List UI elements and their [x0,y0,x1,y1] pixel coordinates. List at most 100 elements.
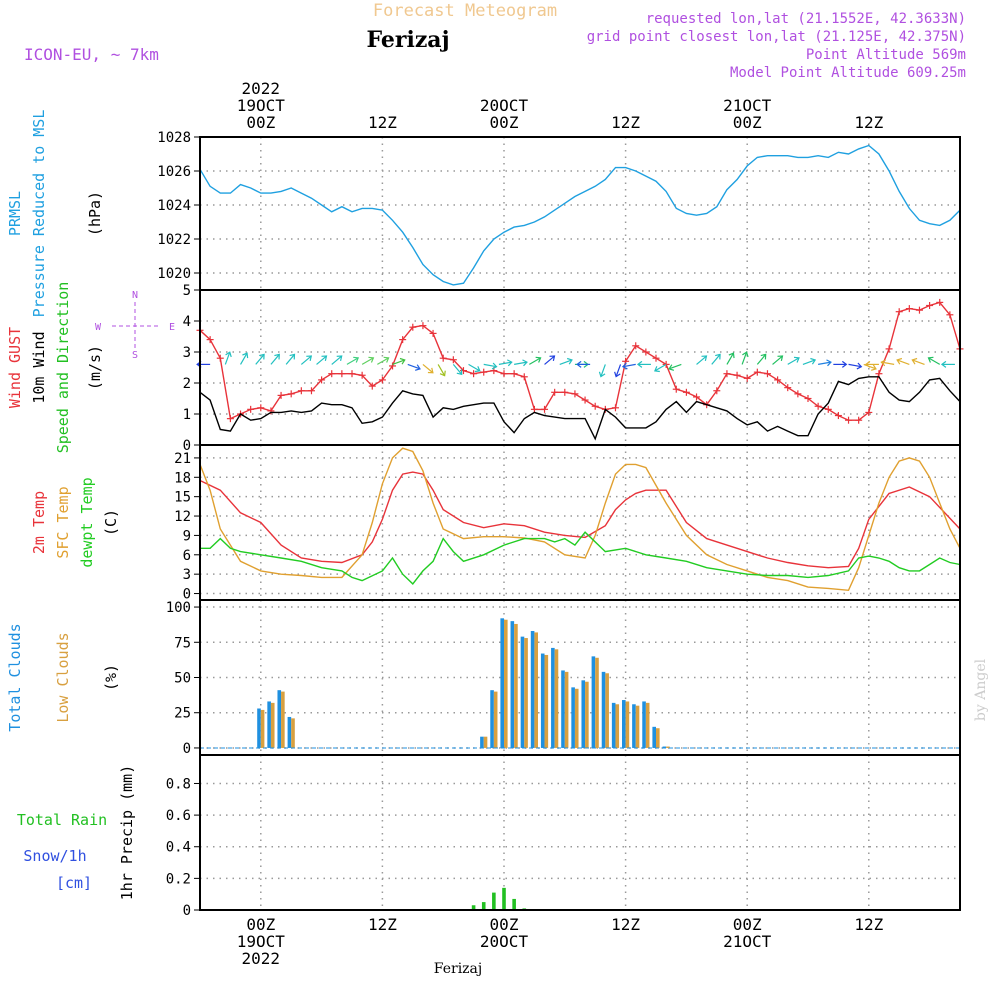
arrow-shaft [802,359,816,365]
data-point-gust [845,416,853,424]
y-axis-label: (hPa) [86,191,104,236]
arrow-head [715,353,721,360]
data-point-gust [389,362,397,370]
bar-low-clouds [595,657,599,748]
data-point-gust [328,370,336,378]
bar-total-clouds [277,690,282,748]
y-axis-label: 2m Temp [30,491,48,554]
panel-frame-wind [199,289,961,446]
bar-low-clouds [605,673,609,748]
data-point-gust [318,376,326,384]
y-tick-label: 12 [174,509,191,525]
bar-total-clouds [520,636,525,748]
data-point-gust [277,391,285,399]
data-point-gust [804,395,812,402]
wind-direction-arrow [598,364,606,378]
compass-n: N [132,290,138,301]
bar-low-clouds [291,718,295,748]
y-axis-label: dewpt Temp [78,477,96,567]
data-point-gust [581,396,589,404]
grid-layer [200,136,960,911]
arrow-shaft [600,364,606,377]
watermark: by Angel [973,658,989,721]
data-point-gust [571,390,579,398]
wind-direction-arrow [285,353,296,365]
data-point-gust [480,368,488,376]
y-tick-label: 5 [183,283,191,299]
data-point-gust [449,356,457,364]
precip-legend-label: Snow/1h [23,847,86,865]
wind-direction-arrow [864,360,879,368]
data-point-gust [713,387,721,395]
arrow-shaft [437,364,446,376]
arrow-shaft [468,363,481,372]
arrow-head [668,364,675,371]
wind-direction-arrow [240,352,249,365]
y-tick-label: 3 [183,567,191,583]
data-point-gust [226,415,234,423]
arrow-head [614,371,621,378]
y-tick-label: 3 [183,345,191,361]
arrow-head [225,351,232,358]
arrow-head [549,355,556,362]
time-label-bottom: 2022 [242,949,281,968]
arrow-head [289,353,296,360]
y-tick-label: 1024 [157,198,191,214]
panel-frame-precip [199,754,961,911]
bar-total-clouds [561,670,565,748]
series-line-prmsl [199,144,961,286]
bar-total-clouds [622,700,626,748]
arrow-head [336,355,343,362]
data-point-gust [510,370,518,378]
model-name: ICON-EU, ~ 7km [24,45,159,64]
data-point-gust [763,370,771,378]
arrow-shaft [622,363,636,368]
wind-direction-arrow [896,357,910,365]
y-tick-label: 0.8 [166,776,191,792]
data-point-gust [723,370,731,378]
wind-direction-arrow [422,363,434,374]
arrow-shaft [787,357,800,365]
bar-low-clouds [645,702,650,748]
data-point-gust [814,402,822,410]
wind-direction-arrow [514,359,528,367]
wind-direction-arrow [833,360,848,368]
arrow-shaft [615,364,622,377]
bar-total-rain [502,887,506,910]
data-point-gust [206,336,214,344]
arrow-shaft [331,355,343,365]
data-point-gust [257,404,265,412]
y-tick-label: 0.6 [166,808,191,824]
wind-direction-arrow [437,364,446,377]
arrow-head [456,369,463,376]
wind-direction-arrow [407,363,421,371]
data-point-gust [672,385,680,393]
precip-legend-label: [cm] [56,874,92,892]
y-axis-label: Total Clouds [6,623,24,731]
time-label-top: 20OCT [480,96,529,115]
data-point-gust [409,323,417,331]
data-point-gust [500,370,508,378]
data-point-gust [247,405,255,413]
wind-direction-arrow [614,364,622,378]
arrow-head [826,359,832,367]
data-point-gust [378,376,386,384]
arrow-shaft [498,361,512,365]
series-line-gust [199,301,961,421]
arrow-head [427,367,434,374]
y-axis-label: 10m Wind [30,331,48,403]
arrow-shaft [928,357,941,365]
arrow-shaft [772,355,783,365]
wind-direction-arrow [621,362,636,370]
data-point-gust [693,393,701,401]
arrow-head [856,362,863,370]
arrow-head [259,353,265,360]
arrow-head [535,356,542,363]
wind-direction-arrow [483,362,498,370]
arrow-head [491,362,498,370]
arrow-shaft [407,363,421,370]
y-tick-label: 18 [174,470,191,486]
bar-total-clouds [257,708,261,748]
series-layer [196,144,964,911]
arrow-head [439,370,446,377]
